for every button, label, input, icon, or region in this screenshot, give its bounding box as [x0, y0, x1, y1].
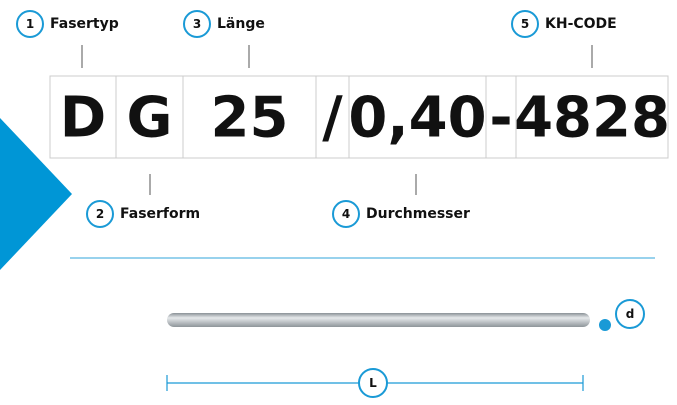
code-segment: -: [489, 86, 512, 151]
number-ring: [511, 10, 539, 38]
length-label: L: [369, 376, 377, 390]
code-segment: 0,40: [348, 86, 486, 151]
number-ring: [183, 10, 211, 38]
fiber-rod: [167, 313, 590, 327]
number: 1: [26, 17, 34, 31]
code-segment: 25: [211, 86, 289, 151]
code-box: [515, 75, 669, 159]
diameter-label: d: [626, 307, 635, 321]
code-segment: /: [322, 86, 343, 151]
code-boxes: D G 25 /0,40-4828: [49, 75, 670, 159]
diameter-dot: [599, 319, 611, 331]
code-box: [115, 75, 184, 159]
arrow-shape: [0, 118, 72, 270]
diameter-ring: [615, 299, 645, 329]
length-ring: [358, 368, 388, 398]
code-box: [485, 75, 517, 159]
code-segment: 4828: [514, 86, 670, 151]
number-ring: [332, 200, 360, 228]
code-box: [182, 75, 317, 159]
label: KH-CODE: [545, 16, 617, 32]
number-ring: [16, 10, 44, 38]
number: 3: [193, 17, 201, 31]
label: Faserform: [120, 206, 200, 222]
code-segment: D: [60, 86, 106, 151]
label: Durchmesser: [366, 206, 470, 222]
number-ring: [86, 200, 114, 228]
number: 2: [96, 207, 104, 221]
number: 4: [342, 207, 350, 221]
code-segment: G: [127, 86, 173, 151]
label: Länge: [217, 16, 265, 32]
label: Fasertyp: [50, 16, 119, 32]
number: 5: [521, 17, 529, 31]
labels: 1 Fasertyp 2 Faserform 3 Länge 4 Durchmesser 5 KH…: [16, 10, 617, 228]
